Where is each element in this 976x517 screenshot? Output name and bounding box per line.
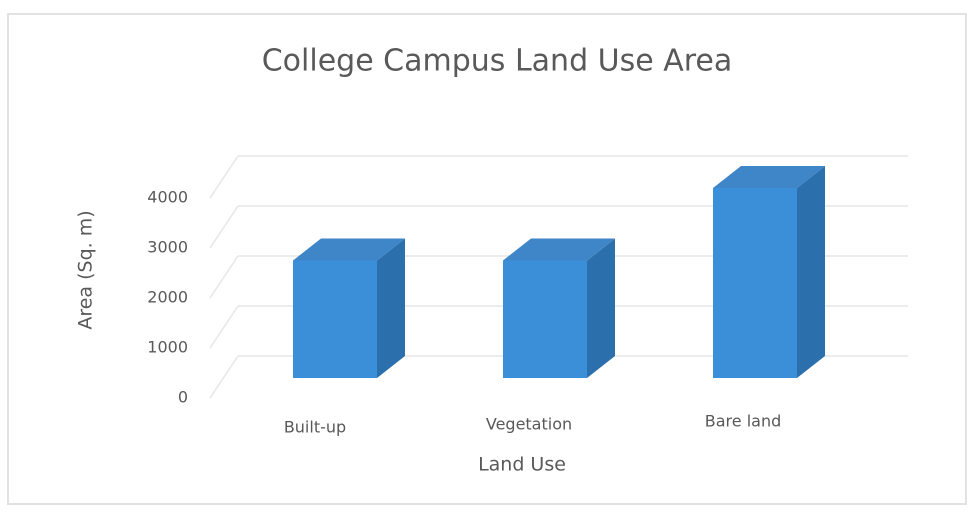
grid-line-side (209, 155, 239, 199)
y-tick-label: 3000 (147, 238, 188, 257)
x-axis-label: Land Use (478, 454, 566, 476)
bar-top (713, 166, 825, 188)
x-tick-label: Bare land (705, 412, 781, 431)
bar (713, 188, 797, 378)
grid-line-side (209, 355, 239, 399)
bar (503, 260, 587, 378)
bar-side (797, 166, 825, 378)
bar-side (377, 238, 405, 378)
grid-line-side (209, 305, 239, 349)
y-tick-label: 2000 (147, 288, 188, 307)
bar-side (587, 238, 615, 378)
bar-top (503, 238, 615, 261)
bar (293, 260, 377, 378)
y-axis-label: Area (Sq. m) (75, 210, 97, 329)
y-tick-label: 4000 (147, 188, 188, 207)
y-tick-label: 0 (178, 388, 188, 407)
x-tick-label: Vegetation (486, 415, 572, 434)
x-tick-label: Built-up (284, 418, 346, 437)
chart-title: College Campus Land Use Area (262, 44, 733, 79)
bar-top (293, 238, 405, 261)
y-tick-label: 1000 (147, 338, 188, 357)
grid-line-side (209, 205, 239, 249)
grid-line-side (209, 255, 239, 299)
